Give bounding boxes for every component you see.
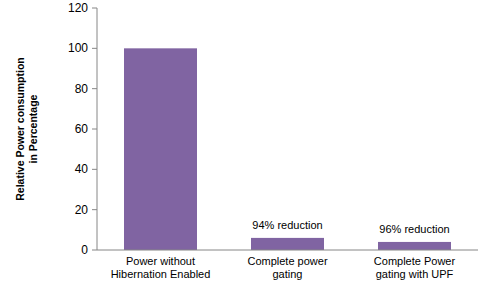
bars: [124, 48, 451, 250]
y-axis-title-line: in Percentage: [27, 94, 39, 163]
x-tick-label: Complete powergating: [247, 255, 327, 280]
x-tick-label-line: Hibernation Enabled: [111, 268, 211, 280]
y-axis-title: Relative Power consumptionin Percentage: [14, 57, 39, 201]
bar: [124, 48, 197, 250]
y-tick: [92, 88, 97, 89]
x-tick-label-line: gating: [273, 268, 303, 280]
y-axis-title-line: Relative Power consumption: [14, 57, 26, 201]
y-tick: [92, 129, 97, 130]
annotation: 94% reduction: [252, 219, 322, 231]
y-tick-label: 80: [75, 82, 89, 96]
x-tick-label: Complete Powergating with UPF: [374, 255, 456, 280]
chart: 0 20 40 60 80 100 120 Relative Power consumptio…: [0, 0, 498, 302]
x-tick-label-line: Complete Power: [374, 255, 456, 267]
y-tick-label: 60: [75, 122, 89, 136]
y-tick-label: 40: [75, 162, 89, 176]
x-tick-label-line: Complete power: [247, 255, 327, 267]
y-tick: [92, 48, 97, 49]
y-tick-label: 20: [75, 203, 89, 217]
x-tick-label-line: Power without: [126, 255, 195, 267]
y-tick: [92, 250, 97, 251]
x-axis-line: [97, 250, 478, 251]
y-tick: [92, 169, 97, 170]
bar: [251, 238, 324, 250]
y-tick-label: 0: [81, 243, 88, 257]
y-tick: [92, 209, 97, 210]
x-tick-label-line: gating with UPF: [376, 268, 454, 280]
bar: [378, 242, 451, 250]
y-tick-label: 100: [68, 41, 88, 55]
annotation: 96% reduction: [379, 223, 449, 235]
y-tick: [92, 8, 97, 9]
y-tick-label: 120: [68, 1, 88, 15]
x-tick-label: Power withoutHibernation Enabled: [111, 255, 211, 280]
